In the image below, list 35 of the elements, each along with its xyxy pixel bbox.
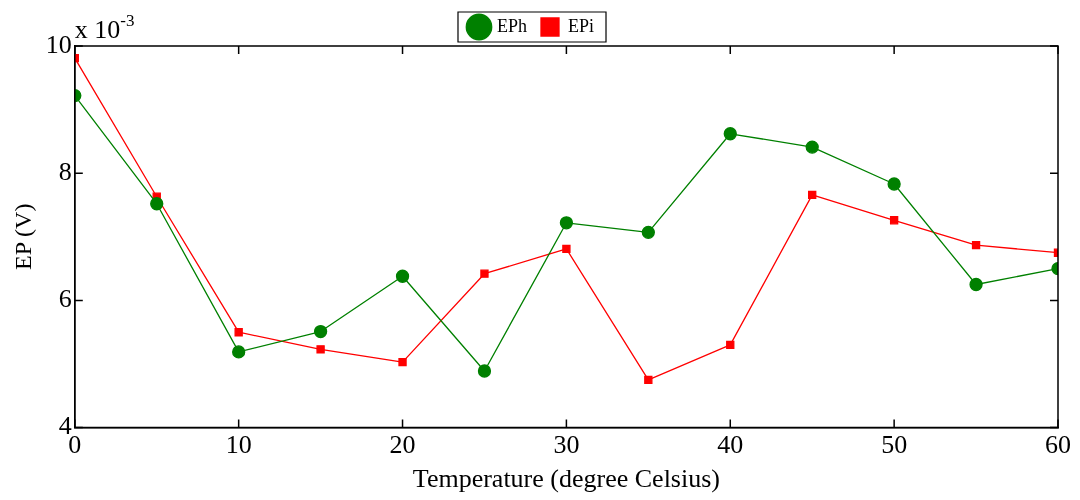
point xyxy=(150,197,164,211)
legend-label: EPi xyxy=(568,15,595,36)
point xyxy=(562,244,571,254)
point xyxy=(644,375,653,385)
x-axis-title: Temperature (degree Celsius) xyxy=(412,464,720,494)
x-tick-label: 10 xyxy=(225,430,252,460)
y-axis-title: EP (V) xyxy=(9,203,36,271)
point xyxy=(887,177,901,191)
point xyxy=(480,269,489,278)
point xyxy=(641,225,655,239)
x-tick-label: 0 xyxy=(68,430,82,460)
point xyxy=(889,216,899,225)
point xyxy=(232,345,246,359)
point xyxy=(971,240,981,250)
point xyxy=(808,190,817,200)
x-tick-label: 50 xyxy=(881,430,908,460)
legend-label: EPh xyxy=(496,15,528,36)
x-tick-label: 30 xyxy=(553,430,580,460)
point xyxy=(969,277,983,292)
point xyxy=(395,269,410,283)
x-tick-label: 60 xyxy=(1045,430,1071,460)
point xyxy=(234,328,243,337)
y-tick-label: 8 xyxy=(58,157,72,187)
point xyxy=(477,364,492,378)
y-tick-label: 6 xyxy=(58,284,72,314)
point xyxy=(726,340,735,350)
point xyxy=(559,216,574,230)
point xyxy=(723,127,737,141)
point xyxy=(398,357,407,367)
y-tick-label: 10 xyxy=(45,29,72,59)
point xyxy=(313,324,328,339)
x-tick-label: 20 xyxy=(389,430,416,460)
x-tick-label: 40 xyxy=(717,430,744,460)
point xyxy=(805,140,819,154)
point xyxy=(316,345,325,354)
